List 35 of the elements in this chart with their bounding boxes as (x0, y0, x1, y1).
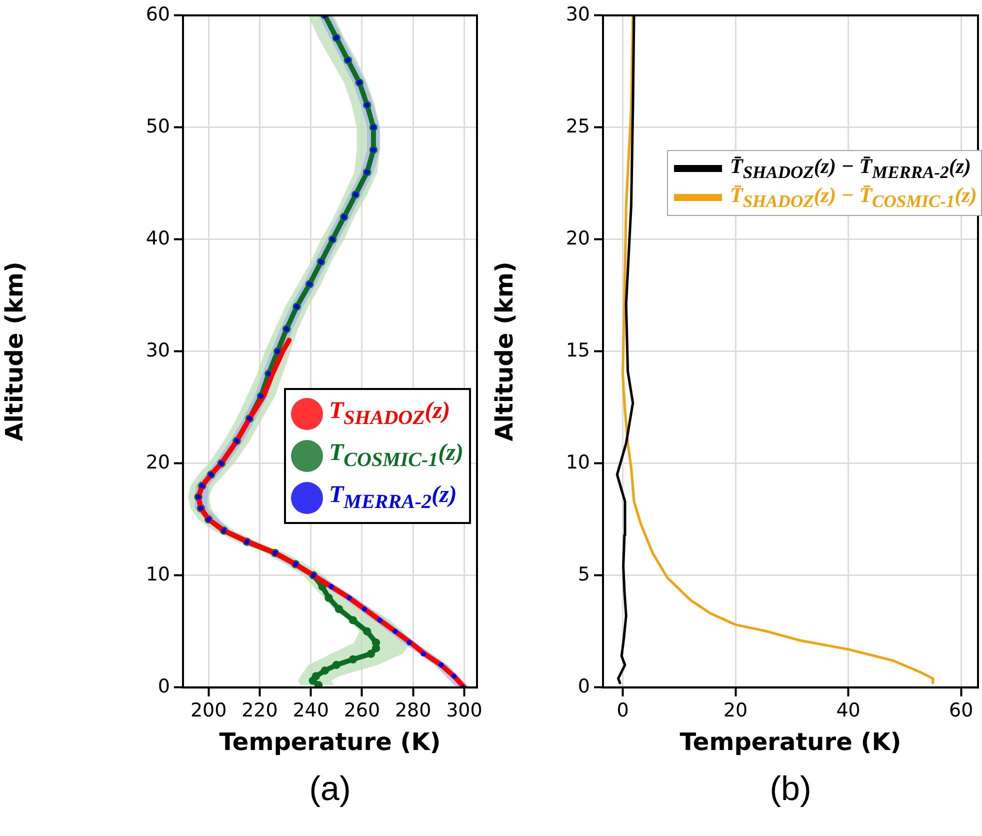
x-tick-label: 300 (446, 700, 482, 722)
y-tick-label: 20 (566, 227, 590, 250)
y-axis-title: Altitude (km) (0, 262, 29, 442)
x-tick-label: 200 (190, 700, 227, 722)
y-tick-label: 15 (566, 339, 590, 362)
y-tick-label: 25 (566, 115, 590, 138)
y-tick-label: 40 (146, 227, 170, 250)
y-tick-label: 30 (566, 3, 590, 26)
y-tick-label: 0 (578, 675, 590, 698)
x-tick-label: 220 (242, 700, 278, 722)
x-axis-title: Temperature (K) (219, 728, 441, 756)
x-axis-title: Temperature (K) (680, 728, 902, 756)
legend-label: T$_{COSMIC-1}$(z) (329, 440, 464, 472)
text: (b) (770, 770, 812, 809)
text: (a) (309, 770, 351, 809)
legend-label: T$_{MERRA-2}$(z) (329, 482, 457, 514)
y-tick-label: 5 (578, 563, 590, 586)
x-tick-label: 20 (723, 700, 748, 722)
legend-label: T$_{SHADOZ}$(z) (329, 398, 450, 430)
y-tick-label: 10 (146, 563, 170, 586)
y-tick-label: 10 (566, 451, 590, 474)
y-tick-label: 0 (158, 675, 170, 698)
legend-label: T̄$_{SHADOZ}$(z) − T̄$_{COSMIC-1}$(z) (730, 182, 977, 212)
x-tick-label: 260 (344, 700, 380, 722)
x-tick-label: 280 (394, 700, 432, 722)
legend-label: T̄$_{SHADOZ}$(z) − T̄$_{MERRA-2}$(z) (730, 154, 972, 183)
y-axis-title: Altitude (km) (490, 262, 519, 442)
x-tick-label: 40 (836, 700, 860, 722)
y-tick-label: 30 (146, 339, 170, 362)
x-tick-label: 240 (292, 700, 329, 722)
x-tick-label: 0 (616, 700, 629, 722)
x-tick-label: 60 (948, 700, 974, 722)
y-tick-label: 20 (146, 451, 170, 474)
y-tick-label: 50 (146, 115, 170, 138)
y-tick-label: 60 (146, 3, 170, 26)
